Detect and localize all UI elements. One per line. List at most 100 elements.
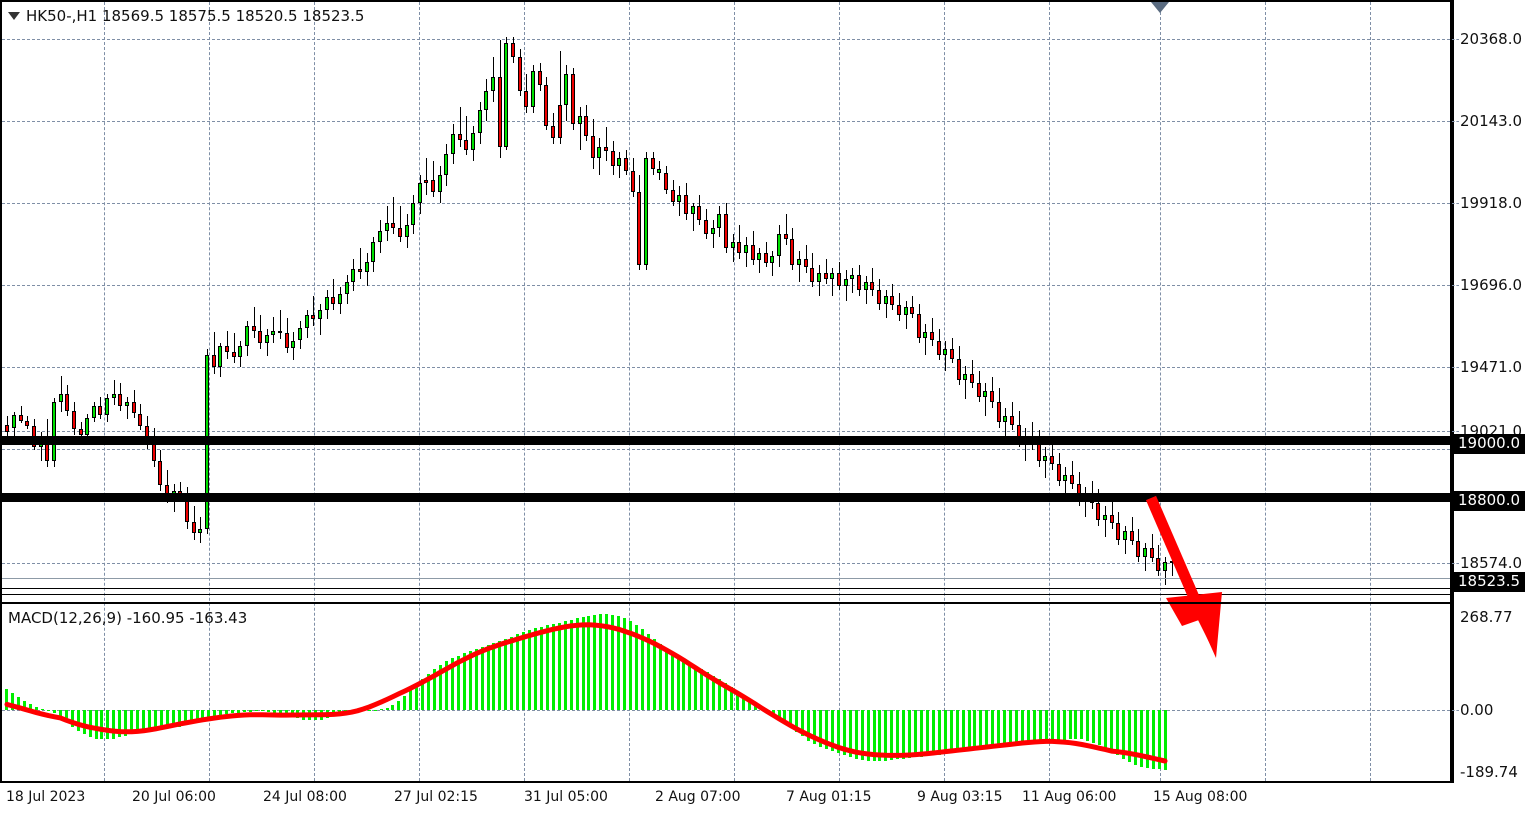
candle-body-bullish	[1143, 548, 1147, 557]
macd-histogram-bar	[570, 619, 573, 710]
macd-histogram-bar	[1140, 710, 1143, 768]
macd-histogram-bar	[920, 710, 923, 757]
macd-histogram-bar	[736, 691, 739, 710]
macd-tick-label: 268.77	[1460, 608, 1513, 626]
candle-wick	[426, 158, 427, 195]
candle-body-bearish	[1150, 548, 1154, 559]
candle-wick	[972, 360, 973, 389]
candle-body-bullish	[578, 115, 582, 125]
candle-body-bearish	[278, 330, 282, 334]
macd-histogram-bar	[522, 632, 525, 710]
candle-wick	[1072, 461, 1073, 490]
time-tick-label: 20 Jul 06:00	[132, 789, 216, 805]
macd-histogram-bar	[445, 661, 448, 710]
macd-histogram-bar	[742, 696, 745, 710]
candle-body-bullish	[59, 393, 63, 403]
macd-histogram-bar	[831, 710, 834, 752]
macd-histogram-bar	[973, 710, 976, 751]
macd-histogram-bar	[778, 710, 781, 718]
candle-body-bearish	[551, 125, 555, 139]
resistance-line-19000[interactable]	[2, 436, 1450, 445]
price-tick	[1452, 203, 1459, 204]
candle-body-bullish	[1163, 562, 1167, 571]
macd-histogram-bar	[694, 666, 697, 710]
macd-histogram-bar	[225, 710, 228, 715]
candle-body-bullish	[963, 374, 967, 380]
chart-frame-bottom	[0, 781, 1452, 783]
macd-histogram-bar	[510, 636, 513, 710]
candle-body-bullish	[564, 73, 568, 105]
triangle-down-icon[interactable]	[8, 11, 20, 20]
horizontal-gridline	[2, 367, 1450, 368]
candle-body-bullish	[777, 233, 781, 257]
candle-body-bearish	[790, 239, 794, 265]
macd-histogram-bar	[801, 710, 804, 737]
candle-body-bearish	[424, 180, 428, 184]
macd-histogram-bar	[837, 710, 840, 754]
support-line-18800[interactable]	[2, 493, 1450, 502]
price-tick-label: 18574.0	[1460, 554, 1523, 572]
macd-histogram-bar	[320, 710, 323, 720]
candle-body-bearish	[225, 346, 229, 352]
price-axis[interactable]	[1452, 0, 1526, 783]
candle-wick	[606, 127, 607, 161]
macd-histogram-bar	[849, 710, 852, 758]
candle-body-bearish	[917, 313, 921, 338]
candle-body-bearish	[138, 413, 142, 427]
macd-histogram-bar	[843, 710, 846, 756]
candle-wick	[1165, 556, 1166, 585]
candle-body-bullish	[1003, 416, 1007, 422]
macd-histogram-bar	[397, 700, 400, 710]
vertical-gridline	[944, 2, 945, 781]
chart-title-bar[interactable]: HK50-,H1 18569.5 18575.5 18520.5 18523.5	[8, 7, 364, 25]
horizontal-gridline	[2, 431, 1450, 432]
candle-wick	[1045, 447, 1046, 479]
macd-histogram-bar	[576, 618, 579, 710]
macd-histogram-bar	[599, 614, 602, 710]
macd-histogram-bar	[766, 710, 769, 712]
candle-body-bearish	[558, 104, 562, 139]
macd-histogram-bar	[593, 614, 596, 710]
time-axis[interactable]	[0, 783, 1526, 813]
macd-histogram-bar	[653, 638, 656, 710]
candle-body-bearish	[132, 402, 136, 414]
candle-wick	[114, 379, 115, 406]
candle-body-bearish	[511, 42, 515, 57]
macd-histogram-bar	[552, 623, 555, 710]
candle-body-bearish	[1010, 416, 1014, 425]
macd-histogram-bar	[890, 710, 893, 761]
candle-body-bearish	[724, 214, 728, 248]
macd-histogram-bar	[1080, 710, 1083, 740]
macd-histogram-bar	[1110, 710, 1113, 752]
candle-body-bullish	[291, 340, 295, 348]
candle-body-bullish	[85, 417, 89, 435]
macd-histogram-bar	[498, 640, 501, 710]
candle-wick	[393, 197, 394, 234]
candle-body-bearish	[358, 268, 362, 272]
candle-body-bullish	[923, 332, 927, 338]
candle-body-bearish	[391, 222, 395, 229]
macd-histogram-bar	[362, 710, 365, 711]
candle-body-bearish	[824, 273, 828, 279]
candle-body-bearish	[1156, 558, 1160, 571]
candle-wick	[320, 304, 321, 335]
candle-wick	[1132, 517, 1133, 546]
macd-histogram-bar	[789, 710, 792, 727]
price-tick	[1452, 121, 1459, 122]
macd-tick	[1452, 710, 1459, 711]
macd-histogram-bar	[344, 710, 347, 713]
macd-histogram-bar	[403, 696, 406, 710]
macd-histogram-bar	[617, 616, 620, 710]
macd-histogram-bar	[326, 710, 329, 719]
candle-body-bullish	[265, 334, 269, 344]
candle-body-bearish	[192, 521, 196, 533]
macd-histogram-bar	[807, 710, 810, 741]
candle-body-bearish	[584, 115, 588, 136]
candle-body-bullish	[351, 268, 355, 282]
top-chart-marker-icon[interactable]	[1151, 2, 1169, 13]
macd-histogram-bar	[772, 710, 775, 715]
price-tick-label: 20143.0	[1460, 112, 1523, 130]
horizontal-gridline	[2, 121, 1450, 122]
time-tick-label: 15 Aug 08:00	[1153, 789, 1248, 805]
macd-histogram-bar	[148, 710, 151, 731]
